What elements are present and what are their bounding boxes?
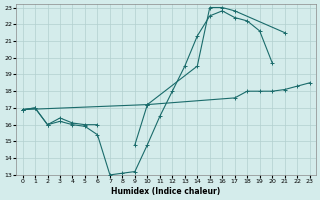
X-axis label: Humidex (Indice chaleur): Humidex (Indice chaleur) (111, 187, 221, 196)
